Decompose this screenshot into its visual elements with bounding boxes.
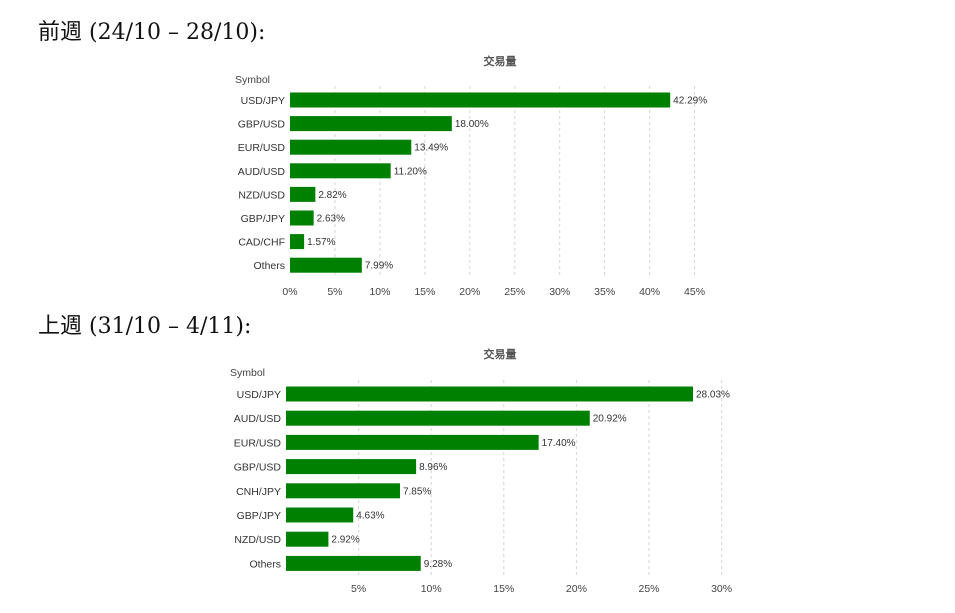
value-label-others: 9.28% xyxy=(424,559,452,570)
volume-chart-last-week: 交易量 Symbol 5% 10% 15% 20% 25% 30% USD/JPY 28.03% A… xyxy=(0,344,955,604)
category-label-others: Others xyxy=(253,260,285,272)
category-label-cnh-jpy: CNH/JPY xyxy=(236,486,281,498)
bar-cnh-jpy xyxy=(286,483,400,499)
bar-aud-usd xyxy=(290,163,391,179)
category-label-usd-jpy: USD/JPY xyxy=(241,95,285,107)
bar-gbp-usd xyxy=(286,459,417,475)
category-label-others: Others xyxy=(249,558,281,570)
x-tick-label-30: 30% xyxy=(549,286,570,298)
value-label-eur-usd: 17.40% xyxy=(542,438,576,449)
section-heading-previous-week: 前週 (24/10 – 28/10): xyxy=(38,20,266,45)
value-label-usd-jpy: 28.03% xyxy=(696,390,730,401)
bar-nzd-usd xyxy=(286,531,329,547)
bar-others xyxy=(286,555,421,571)
x-tick-label-10: 10% xyxy=(421,583,442,595)
bar-gbp-jpy xyxy=(290,210,314,226)
category-label-gbp-jpy: GBP/JPY xyxy=(241,213,285,225)
value-label-gbp-jpy: 2.63% xyxy=(317,214,345,225)
bar-gbp-jpy xyxy=(286,507,354,523)
bar-cad-chf xyxy=(290,234,305,250)
value-label-usd-jpy: 42.29% xyxy=(673,96,707,107)
x-tick-label-5: 5% xyxy=(351,583,366,595)
x-tick-label-30: 30% xyxy=(711,583,732,595)
value-label-gbp-usd: 8.96% xyxy=(419,462,447,473)
bar-nzd-usd xyxy=(290,186,316,202)
y-axis-label: Symbol xyxy=(235,74,270,86)
x-tick-label-20: 20% xyxy=(566,583,587,595)
x-tick-label-10: 10% xyxy=(369,286,390,298)
category-label-aud-usd: AUD/USD xyxy=(234,413,282,425)
volume-chart-previous-week-svg: 交易量 Symbol 0% 5% 10% 15% 20% 25% 30% 35% 40% 45% USD… xyxy=(235,54,707,298)
chart-title: 交易量 xyxy=(484,347,517,361)
value-label-eur-usd: 13.49% xyxy=(414,143,448,154)
bar-eur-usd xyxy=(290,139,412,155)
x-tick-label-25: 25% xyxy=(638,583,659,595)
category-label-gbp-usd: GBP/USD xyxy=(238,119,286,131)
x-tick-label-5: 5% xyxy=(327,286,342,298)
bar-usd-jpy xyxy=(286,386,693,402)
category-label-gbp-usd: GBP/USD xyxy=(234,462,282,474)
value-label-cnh-jpy: 7.85% xyxy=(403,486,431,497)
value-label-aud-usd: 11.20% xyxy=(394,166,427,177)
volume-chart-last-week-svg: 交易量 Symbol 5% 10% 15% 20% 25% 30% USD/JPY 28.03% A… xyxy=(230,347,732,595)
bar-usd-jpy xyxy=(290,92,671,108)
x-tick-label-0: 0% xyxy=(282,286,297,298)
bar-others xyxy=(290,257,362,273)
category-label-usd-jpy: USD/JPY xyxy=(237,389,281,401)
volume-chart-previous-week: 交易量 Symbol 0% 5% 10% 15% 20% 25% 30% 35% 40% 45% USD… xyxy=(0,50,955,305)
x-tick-label-15: 15% xyxy=(414,286,435,298)
section-heading-last-week: 上週 (31/10 – 4/11): xyxy=(38,314,252,339)
bar-aud-usd xyxy=(286,410,590,426)
bar-eur-usd xyxy=(286,434,539,450)
x-tick-label-45: 45% xyxy=(684,286,705,298)
value-label-nzd-usd: 2.92% xyxy=(331,535,359,546)
category-label-eur-usd: EUR/USD xyxy=(238,142,286,154)
x-tick-label-25: 25% xyxy=(504,286,525,298)
x-tick-label-35: 35% xyxy=(594,286,615,298)
y-axis-label: Symbol xyxy=(230,367,265,379)
value-label-aud-usd: 20.92% xyxy=(593,414,627,425)
x-tick-label-20: 20% xyxy=(459,286,480,298)
category-label-nzd-usd: NZD/USD xyxy=(238,189,285,201)
category-label-cad-chf: CAD/CHF xyxy=(238,237,285,249)
value-label-cad-chf: 1.57% xyxy=(307,237,335,248)
value-label-others: 7.99% xyxy=(365,261,393,272)
category-label-aud-usd: AUD/USD xyxy=(238,166,286,178)
x-tick-label-40: 40% xyxy=(639,286,660,298)
category-label-nzd-usd: NZD/USD xyxy=(234,534,281,546)
chart-title: 交易量 xyxy=(484,54,517,68)
value-label-gbp-jpy: 4.63% xyxy=(356,511,384,522)
bar-gbp-usd xyxy=(290,116,452,132)
value-label-gbp-usd: 18.00% xyxy=(455,119,489,130)
category-label-eur-usd: EUR/USD xyxy=(234,437,282,449)
value-label-nzd-usd: 2.82% xyxy=(318,190,346,201)
category-label-gbp-jpy: GBP/JPY xyxy=(237,510,281,522)
x-tick-label-15: 15% xyxy=(493,583,514,595)
